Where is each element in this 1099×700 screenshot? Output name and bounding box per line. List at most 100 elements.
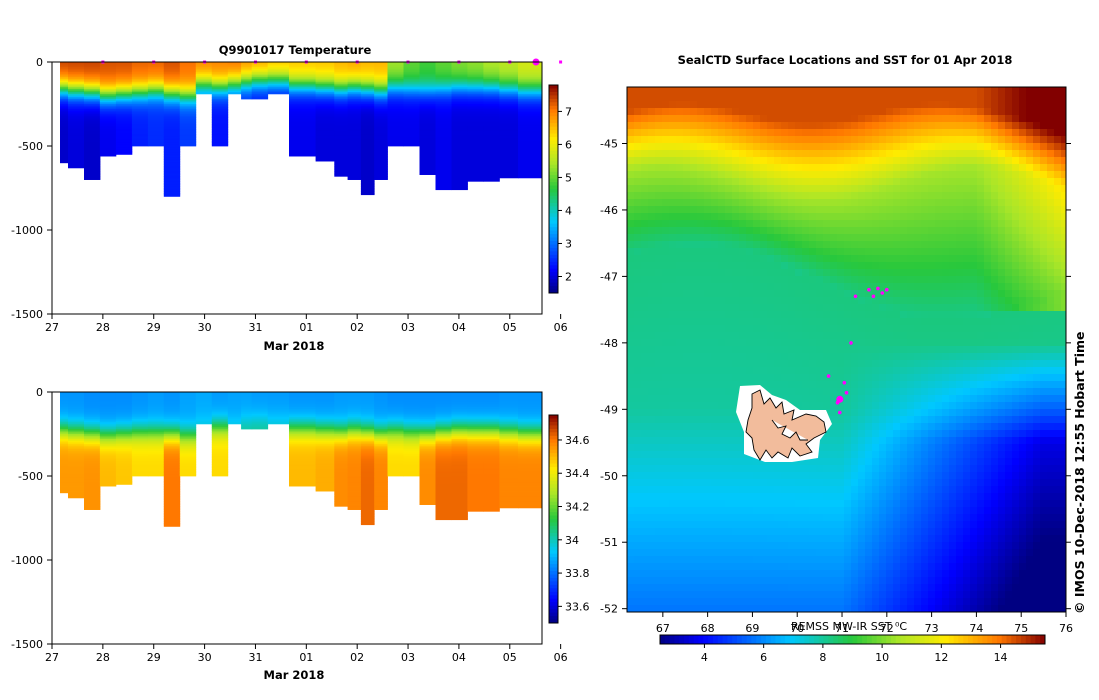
salinity-cell — [419, 484, 436, 487]
sst-cell — [949, 192, 957, 200]
sst-cell — [963, 220, 971, 228]
sst-cell — [781, 220, 789, 228]
salinity-cell — [99, 467, 117, 470]
temperature-title: Q9901017 Temperature — [219, 43, 372, 57]
salinity-cell — [334, 403, 348, 406]
salinity-cell — [163, 392, 181, 395]
sst-cell — [1005, 199, 1013, 207]
sst-cell — [872, 178, 880, 186]
sst-cell — [1019, 192, 1027, 200]
temperature-cell — [467, 154, 484, 157]
salinity-cell — [315, 449, 335, 452]
salinity-cell — [483, 507, 500, 510]
temperature-cell — [163, 114, 181, 117]
salinity-cell — [518, 427, 543, 430]
sst-cell — [984, 136, 992, 144]
temperature-cell — [451, 164, 468, 167]
salinity-cell — [84, 415, 101, 418]
temperature-cell — [499, 72, 519, 75]
temperature-cell — [163, 67, 181, 70]
salinity-cell — [374, 479, 388, 482]
salinity-cell — [68, 454, 85, 457]
sst-cell — [711, 122, 719, 130]
sst-cell — [655, 129, 663, 137]
temperature-cell — [289, 139, 316, 142]
sst-cell — [830, 87, 838, 95]
temperature-cell — [499, 93, 519, 96]
salinity-cell — [467, 432, 484, 435]
temperature-cell — [419, 109, 436, 112]
sst-cell — [1012, 115, 1020, 123]
temperature-cell — [131, 124, 149, 127]
salinity-cell — [195, 412, 213, 415]
salinity-cell — [315, 457, 335, 460]
salinity-cell — [435, 464, 452, 467]
temperature-cell — [435, 161, 452, 164]
temperature-cell — [360, 139, 375, 142]
sst-cell — [711, 164, 719, 172]
salinity-cell — [163, 429, 181, 432]
temperature-cell — [347, 100, 362, 103]
colorbar-swatch — [549, 241, 558, 245]
temperature-cell — [467, 162, 484, 165]
temperature-cell — [374, 77, 388, 80]
temperature-cell — [435, 169, 452, 172]
temperature-cell — [483, 65, 500, 68]
sst-cell — [991, 150, 999, 158]
temperature-cell — [467, 75, 484, 78]
temperature-cell — [518, 156, 543, 159]
salinity-cell — [518, 429, 543, 432]
temperature-cell — [84, 72, 101, 75]
sst-cell — [704, 213, 712, 221]
temperature-cell — [374, 130, 388, 133]
sst-cell — [627, 101, 635, 109]
salinity-cell — [68, 422, 85, 425]
salinity-cell — [435, 467, 452, 470]
temperature-cell — [374, 75, 388, 78]
salinity-cell — [403, 474, 420, 477]
sst-cell — [725, 143, 733, 151]
temperature-cell — [115, 152, 133, 155]
sst-cell — [970, 213, 978, 221]
sst-cell — [872, 234, 880, 242]
temperature-cell — [163, 191, 181, 194]
temperature-cell — [419, 122, 436, 125]
salinity-cell — [195, 422, 213, 425]
temperature-cell — [99, 120, 117, 123]
sst-cell — [956, 178, 964, 186]
salinity-cell — [467, 462, 484, 465]
sst-cell — [1026, 122, 1034, 130]
sst-cell — [963, 115, 971, 123]
sst-cell — [676, 220, 684, 228]
sst-cell — [690, 185, 698, 193]
salinity-cell — [289, 429, 316, 432]
temperature-cell — [518, 93, 543, 96]
salinity-cell — [387, 397, 404, 400]
sst-cell — [956, 122, 964, 130]
salinity-cell — [518, 430, 543, 433]
salinity-cell — [467, 474, 484, 477]
salinity-cell — [179, 435, 197, 438]
sst-cell — [683, 143, 691, 151]
temperature-cell — [518, 77, 543, 80]
sst-cell — [732, 150, 740, 158]
temperature-cell — [403, 139, 420, 142]
salinity-cell — [451, 392, 468, 395]
temperature-cell — [403, 141, 420, 144]
temperature-cell — [435, 188, 452, 191]
salinity-cell — [467, 489, 484, 492]
salinity-cell — [289, 398, 316, 401]
salinity-cell — [499, 481, 519, 484]
salinity-cell — [483, 476, 500, 479]
salinity-cell — [68, 437, 85, 440]
colorbar-swatch — [549, 154, 558, 159]
sst-cell — [704, 129, 712, 137]
temperature-cell — [467, 110, 484, 113]
sst-cell — [893, 178, 901, 186]
salinity-cell — [179, 454, 197, 457]
sst-cell — [928, 164, 936, 172]
salinity-cell — [163, 472, 181, 475]
sst-cell — [690, 192, 698, 200]
salinity-cell — [435, 452, 452, 455]
sst-cell — [907, 213, 915, 221]
